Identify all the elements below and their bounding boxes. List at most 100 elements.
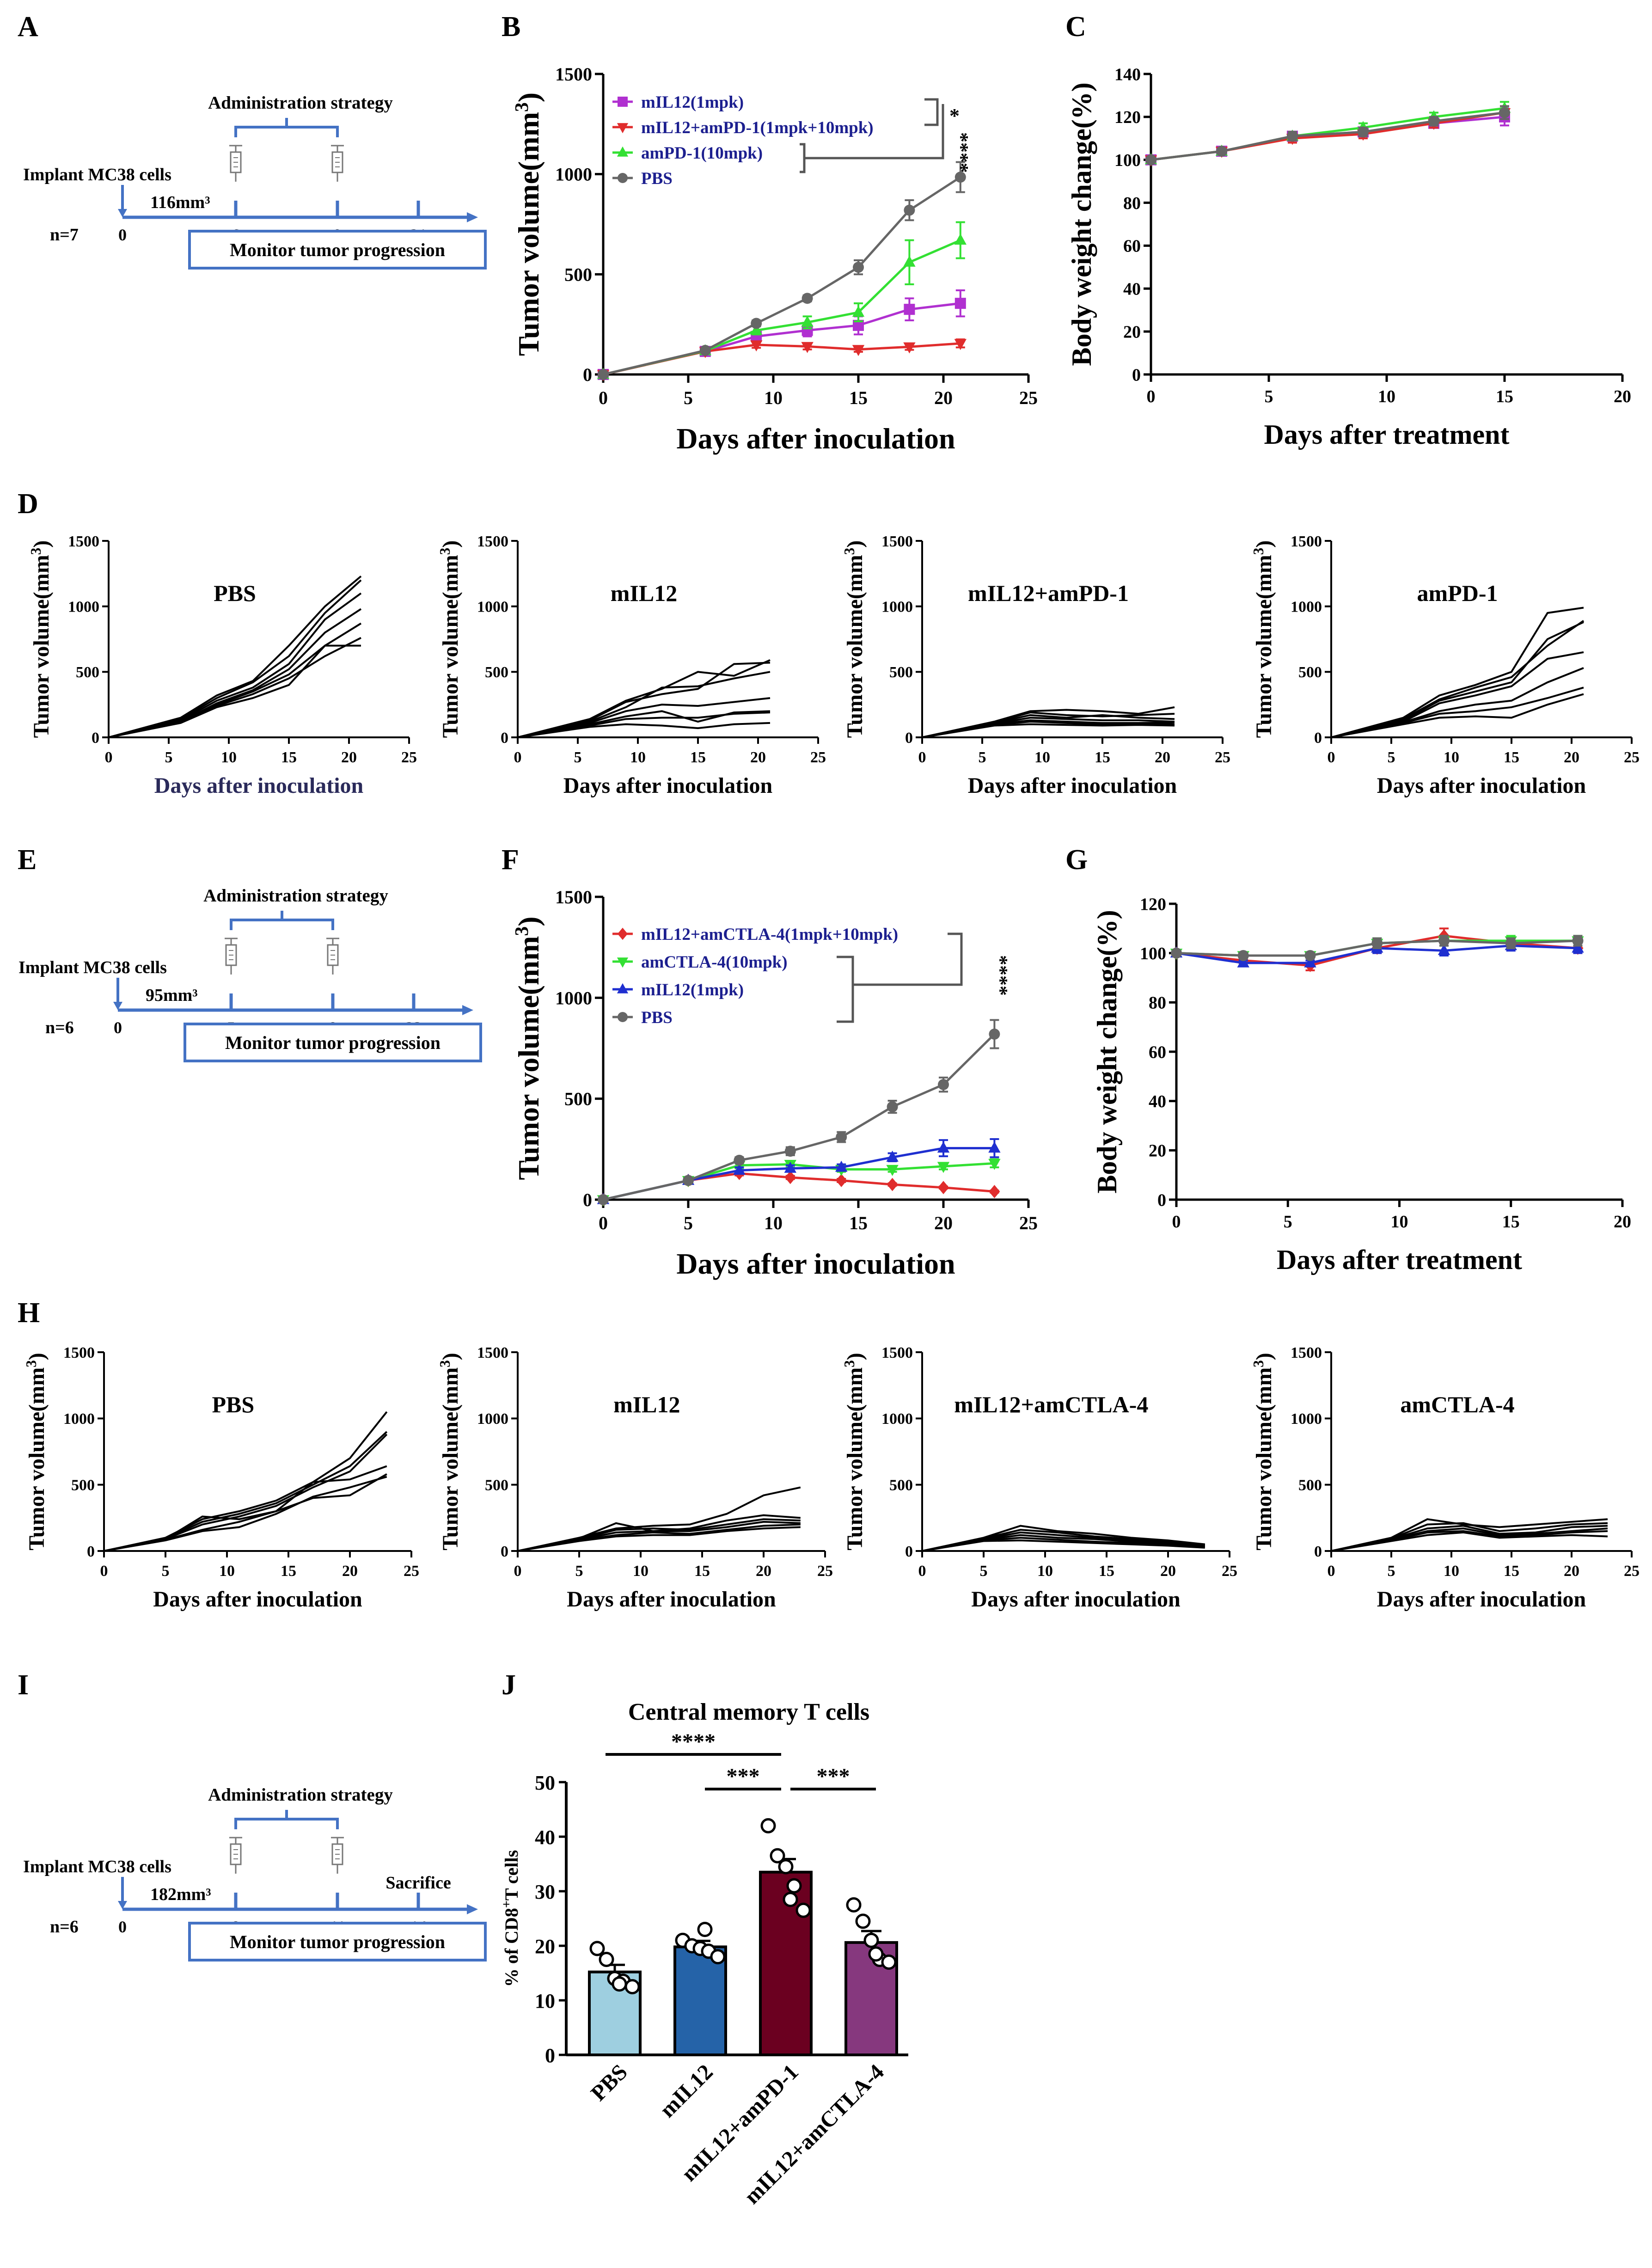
y-tick-label: 500 bbox=[1298, 664, 1322, 681]
data-point bbox=[1237, 950, 1249, 961]
data-point bbox=[954, 298, 966, 309]
group-title: mIL12 bbox=[613, 1391, 680, 1417]
x-tick-label: 0 bbox=[599, 1213, 608, 1233]
y-tick-label: 500 bbox=[76, 664, 99, 681]
data-point bbox=[886, 1165, 899, 1176]
x-tick-label: 20 bbox=[341, 749, 357, 766]
x-tick-label: 25 bbox=[1222, 1563, 1237, 1580]
data-point bbox=[1216, 146, 1227, 157]
individual-tumor-line bbox=[1331, 651, 1584, 738]
timeline-day-label: 0 bbox=[118, 1918, 127, 1936]
y-tick-label: 120 bbox=[1114, 108, 1141, 127]
individual-tumor-line bbox=[517, 722, 771, 738]
individual-tumor-line bbox=[922, 1531, 1205, 1552]
legend-entry: mIL12+amPD-1(1mpk+10mpk) bbox=[641, 118, 874, 137]
x-tick-label: 5 bbox=[165, 749, 173, 766]
x-axis-label: Days after inoculation bbox=[676, 422, 955, 455]
data-point bbox=[1572, 935, 1584, 946]
y-axis-label: Tumor volume(mm3) bbox=[28, 540, 54, 738]
individual-tumor-line bbox=[104, 1411, 388, 1552]
data-point bbox=[1171, 947, 1182, 959]
y-tick-label: 1500 bbox=[63, 1344, 95, 1361]
y-tick-label: 1000 bbox=[555, 164, 592, 185]
x-category-label: mIL12+amCTLA-4 bbox=[740, 2060, 889, 2209]
x-tick-label: 20 bbox=[1564, 749, 1579, 766]
data-point bbox=[1145, 154, 1156, 166]
y-tick-label: 30 bbox=[535, 1881, 555, 1903]
x-axis-label: Days after treatment bbox=[1277, 1244, 1522, 1275]
chart-H4: 0 500 1000 1500 0 5 10 15 20 25 Days after inocula… bbox=[1250, 1344, 1640, 1612]
x-tick-label: 10 bbox=[221, 749, 237, 766]
group-size: n=6 bbox=[50, 1917, 79, 1937]
x-tick-label: 20 bbox=[1160, 1563, 1176, 1580]
significance-label: **** bbox=[671, 1729, 716, 1754]
x-axis-label: Days after inoculation bbox=[154, 773, 363, 798]
x-tick-label: 5 bbox=[979, 749, 986, 766]
x-tick-label: 25 bbox=[1019, 387, 1038, 408]
panel-label-J: J bbox=[502, 1669, 516, 1701]
y-tick-label: 1500 bbox=[477, 1344, 508, 1361]
x-axis-label: Days after inoculation bbox=[676, 1247, 955, 1280]
individual-tumor-line bbox=[517, 1526, 801, 1552]
y-tick-label: 0 bbox=[545, 2044, 555, 2067]
timeline-arrowhead bbox=[467, 212, 478, 222]
group-title: PBS bbox=[212, 1391, 254, 1417]
data-point bbox=[989, 1028, 1000, 1040]
syringe-icon bbox=[229, 145, 242, 182]
individual-tumor-line bbox=[517, 659, 771, 738]
timeline-day-label: 0 bbox=[118, 226, 127, 244]
data-point bbox=[887, 1177, 898, 1191]
y-tick-label: 0 bbox=[905, 729, 913, 747]
x-tick-label: 5 bbox=[684, 387, 693, 408]
data-point bbox=[836, 1174, 847, 1187]
x-tick-label: 15 bbox=[1496, 387, 1513, 406]
x-axis-label: Days after treatment bbox=[1264, 419, 1510, 450]
syringe-icon bbox=[331, 1837, 344, 1874]
x-tick-label: 15 bbox=[849, 387, 868, 408]
y-tick-label: 1000 bbox=[555, 987, 592, 1008]
y-tick-label: 40 bbox=[535, 1826, 555, 1849]
individual-data-point bbox=[770, 1848, 785, 1863]
x-axis-label: Days after inoculation bbox=[567, 1587, 776, 1612]
group-title: mIL12+amPD-1 bbox=[968, 580, 1129, 606]
y-tick-label: 0 bbox=[501, 1543, 508, 1560]
data-point bbox=[836, 1131, 847, 1143]
x-tick-label: 5 bbox=[684, 1213, 693, 1233]
x-tick-label: 25 bbox=[817, 1563, 833, 1580]
y-tick-label: 100 bbox=[1140, 944, 1166, 963]
x-tick-label: 5 bbox=[162, 1563, 170, 1580]
x-tick-label: 10 bbox=[1444, 1563, 1459, 1580]
sacrifice-label: Sacrifice bbox=[385, 1873, 451, 1893]
data-point bbox=[937, 1162, 950, 1173]
data-point bbox=[904, 304, 915, 315]
significance-bracket bbox=[804, 104, 944, 159]
y-tick-label: 1000 bbox=[68, 599, 99, 616]
x-tick-label: 20 bbox=[756, 1563, 771, 1580]
y-axis-label: Body weight change(%) bbox=[1092, 910, 1122, 1193]
chart-D3: 0 500 1000 1500 0 5 10 15 20 25 Days after inocula… bbox=[841, 533, 1231, 798]
x-tick-label: 25 bbox=[401, 749, 417, 766]
data-point bbox=[1428, 116, 1439, 127]
significance-bracket bbox=[800, 143, 806, 173]
series-PBS bbox=[598, 161, 966, 380]
y-tick-label: 1500 bbox=[1291, 1344, 1322, 1361]
x-tick-label: 10 bbox=[1378, 387, 1395, 406]
data-point bbox=[750, 324, 763, 335]
implant-arrowhead bbox=[113, 1002, 122, 1010]
significance-bracket bbox=[924, 98, 939, 126]
x-tick-label: 20 bbox=[750, 749, 766, 766]
individual-data-point bbox=[863, 1932, 879, 1948]
series-PBS bbox=[1145, 105, 1510, 166]
monitor-box bbox=[184, 1023, 482, 1062]
y-tick-label: 140 bbox=[1114, 65, 1141, 84]
x-tick-label: 25 bbox=[1624, 1563, 1640, 1580]
y-tick-label: 1500 bbox=[1291, 533, 1322, 550]
data-point bbox=[617, 146, 629, 157]
data-point bbox=[989, 1185, 1000, 1198]
chart-J: 0 10 20 30 40 50 % of CD8+T cells Central memor… bbox=[500, 1699, 908, 2209]
individual-data-point bbox=[710, 1949, 726, 1965]
series-PBS bbox=[598, 1019, 1000, 1205]
y-tick-label: 500 bbox=[889, 664, 913, 681]
data-point bbox=[903, 342, 916, 354]
